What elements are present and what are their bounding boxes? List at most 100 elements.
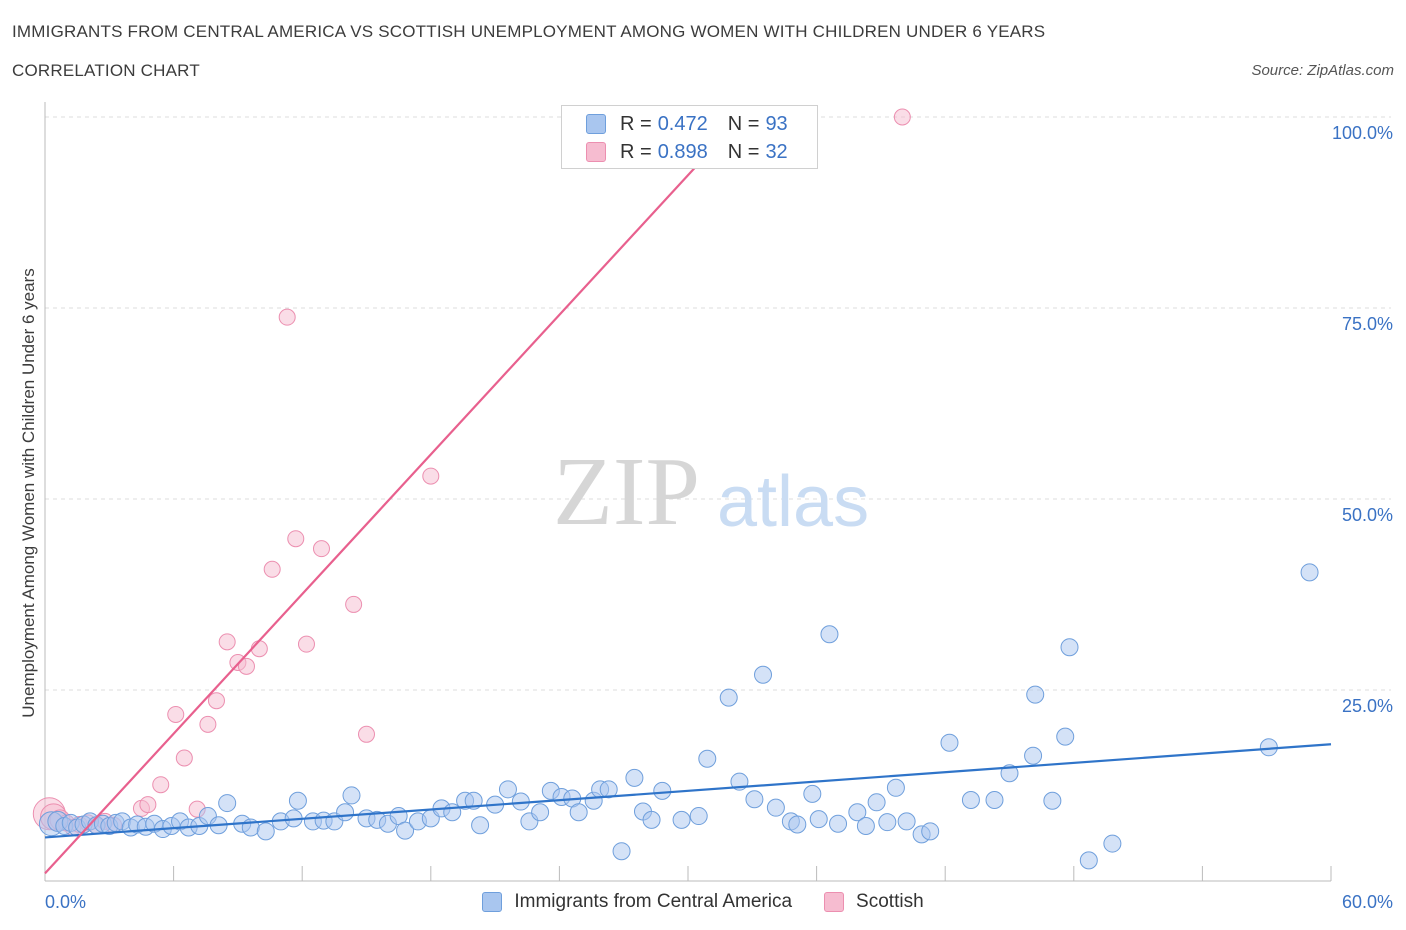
central-america-point bbox=[897, 812, 916, 831]
scottish-point bbox=[207, 692, 225, 710]
legend-r-value: 0.472 bbox=[657, 112, 708, 135]
y-tick-label: 25.0% bbox=[1342, 696, 1393, 716]
scottish-trendline bbox=[44, 116, 743, 875]
axes bbox=[44, 102, 1332, 882]
central-america-point bbox=[672, 810, 691, 829]
central-america-point bbox=[766, 798, 785, 817]
scottish-point bbox=[237, 657, 255, 675]
legend-swatch-blue bbox=[482, 892, 503, 912]
central-america-point bbox=[531, 803, 550, 822]
watermark-atlas: atlas bbox=[717, 462, 869, 542]
central-america-point bbox=[218, 794, 237, 813]
central-america-point bbox=[599, 780, 618, 799]
legend-swatch-pink bbox=[586, 142, 606, 162]
central-america-point bbox=[1026, 685, 1045, 704]
x-tick-label: 60.0% bbox=[1342, 892, 1393, 912]
scottish-point bbox=[167, 705, 185, 723]
scottish-point bbox=[218, 633, 236, 651]
central-america-trendline bbox=[44, 743, 1332, 839]
central-america-point bbox=[342, 786, 361, 805]
central-america-point bbox=[803, 784, 822, 803]
scottish-point bbox=[175, 749, 193, 767]
scottish-point bbox=[345, 595, 363, 613]
legend-label: Scottish bbox=[856, 891, 924, 912]
legend-swatch-pink bbox=[824, 892, 845, 912]
legend-r-value: 0.898 bbox=[657, 140, 708, 163]
legend-n-label: N = bbox=[727, 140, 760, 163]
central-america-point bbox=[1060, 638, 1079, 657]
central-america-point bbox=[336, 803, 355, 822]
scottish-point bbox=[263, 560, 281, 578]
central-america-point bbox=[878, 813, 897, 832]
scottish-point bbox=[312, 540, 330, 558]
central-america-point bbox=[921, 822, 940, 841]
central-america-point bbox=[642, 810, 661, 829]
scottish-point bbox=[297, 635, 315, 653]
legend-n-label: N = bbox=[727, 112, 760, 135]
scottish-point bbox=[893, 108, 911, 126]
series-legend: Immigrants from Central America Scottish bbox=[0, 889, 1406, 915]
central-america-point bbox=[612, 842, 631, 861]
scottish-point bbox=[139, 796, 157, 814]
scottish-point bbox=[422, 467, 440, 485]
y-tick-label: 75.0% bbox=[1342, 314, 1393, 334]
central-america-point bbox=[288, 791, 307, 810]
central-america-point bbox=[788, 815, 807, 834]
legend-n-value: 32 bbox=[765, 140, 788, 163]
tick-labels: 25.0% 50.0% 75.0% 100.0% 0.0% 60.0% bbox=[45, 123, 1393, 912]
scottish-point bbox=[250, 640, 268, 658]
central-america-point bbox=[961, 791, 980, 810]
stats-legend: R = 0.472 N = 93 R = 0.898 N = 32 bbox=[561, 105, 818, 169]
central-america-point bbox=[820, 625, 839, 644]
scottish-point bbox=[287, 530, 305, 548]
chart-subtitle: CORRELATION CHART bbox=[12, 61, 200, 80]
central-america-point bbox=[754, 665, 773, 684]
grid-lines bbox=[45, 116, 1391, 691]
central-america-point bbox=[1000, 764, 1019, 783]
x-tick-label: 0.0% bbox=[45, 892, 86, 912]
central-america-point bbox=[886, 778, 905, 797]
watermark: ZIP atlas bbox=[553, 438, 869, 546]
legend-item-scottish[interactable]: Scottish bbox=[824, 891, 924, 913]
chart-title: IMMIGRANTS FROM CENTRAL AMERICA VS SCOTT… bbox=[12, 22, 1046, 41]
scottish-point bbox=[278, 308, 296, 326]
central-america-point bbox=[809, 810, 828, 829]
central-america-point bbox=[985, 791, 1004, 810]
y-axis-label: Unemployment Among Women with Children U… bbox=[19, 268, 38, 717]
central-america-point bbox=[396, 821, 415, 840]
central-america-point bbox=[745, 790, 764, 809]
legend-swatch-blue bbox=[586, 114, 606, 134]
central-america-point bbox=[698, 749, 717, 768]
scottish-point bbox=[358, 725, 375, 743]
legend-item-central-america[interactable]: Immigrants from Central America bbox=[482, 891, 792, 913]
watermark-zip: ZIP bbox=[553, 438, 700, 546]
central-america-point bbox=[471, 816, 490, 835]
central-america-point bbox=[867, 793, 886, 812]
scottish-point bbox=[152, 776, 170, 794]
trend-lines bbox=[44, 116, 1332, 875]
legend-r-label: R = bbox=[620, 112, 652, 135]
central-america-point bbox=[256, 822, 275, 841]
central-america-point bbox=[498, 780, 517, 799]
central-america-point bbox=[1300, 563, 1319, 582]
central-america-point bbox=[625, 768, 644, 787]
central-america-point bbox=[940, 733, 959, 752]
central-america-point bbox=[1079, 851, 1098, 870]
central-america-point bbox=[1056, 727, 1075, 746]
central-america-point bbox=[689, 807, 708, 826]
legend-r-label: R = bbox=[620, 140, 652, 163]
legend-row-blue: R = 0.472 N = 93 bbox=[562, 110, 788, 138]
y-tick-label: 100.0% bbox=[1332, 123, 1393, 143]
central-america-point bbox=[653, 781, 672, 800]
central-america-point bbox=[719, 688, 738, 707]
central-america-point bbox=[1024, 746, 1043, 765]
central-america-point bbox=[856, 816, 875, 835]
central-america-point bbox=[829, 814, 848, 833]
central-america-point bbox=[1043, 791, 1062, 810]
scottish-point bbox=[199, 715, 217, 733]
y-tick-label: 50.0% bbox=[1342, 505, 1393, 525]
legend-row-pink: R = 0.898 N = 32 bbox=[562, 138, 788, 166]
source-label: Source: ZipAtlas.com bbox=[1251, 62, 1394, 79]
central-america-point bbox=[569, 803, 588, 822]
